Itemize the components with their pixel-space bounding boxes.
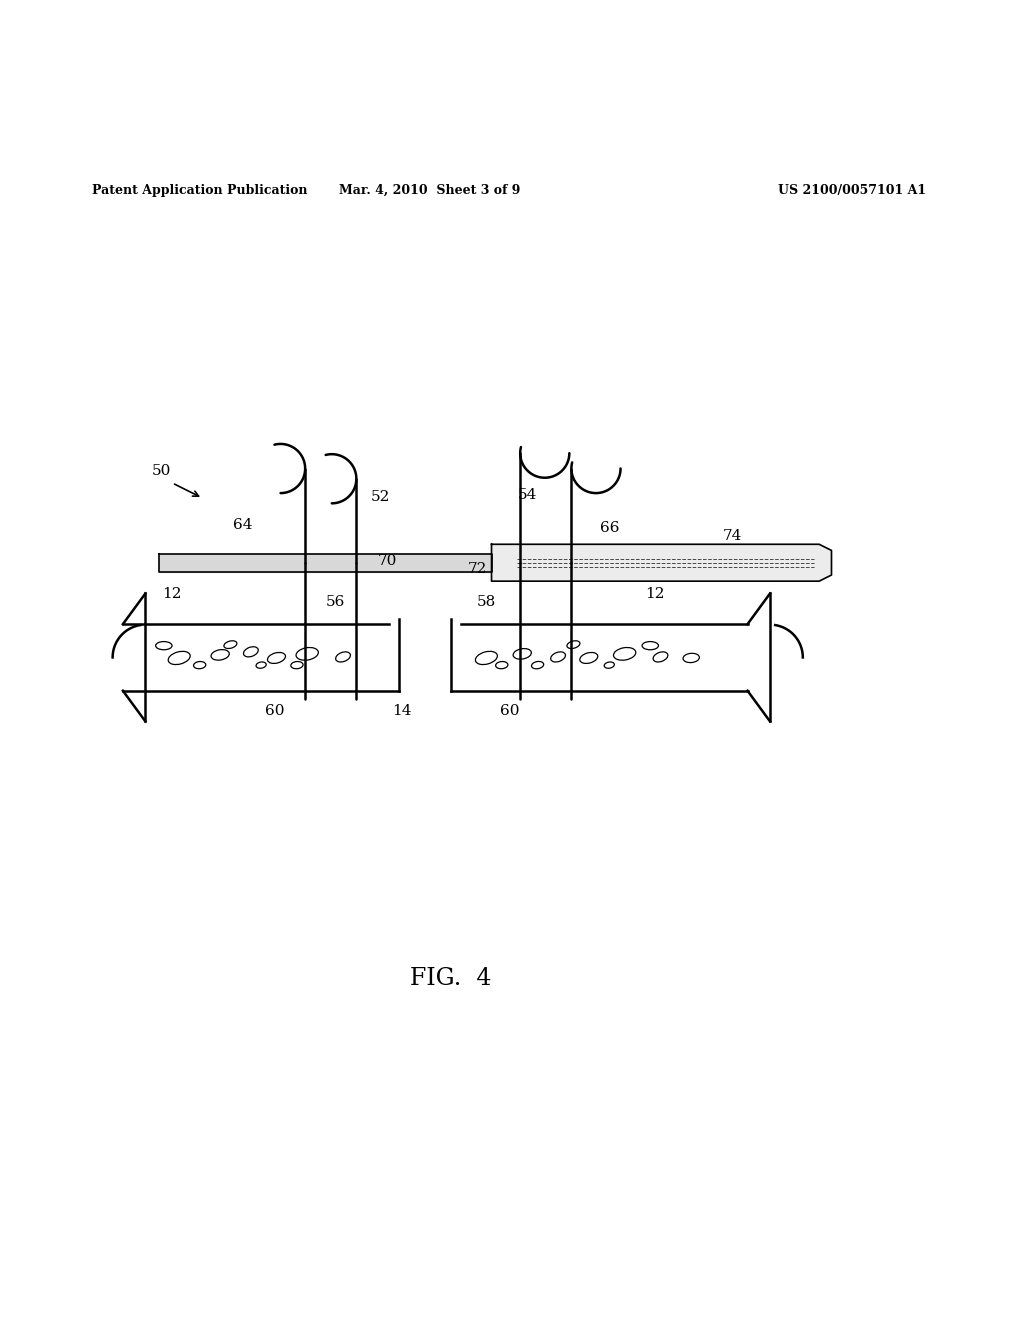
Text: 74: 74: [723, 529, 741, 544]
Text: 50: 50: [153, 463, 171, 478]
Text: Mar. 4, 2010  Sheet 3 of 9: Mar. 4, 2010 Sheet 3 of 9: [339, 183, 521, 197]
Text: 52: 52: [372, 490, 390, 504]
Text: 60: 60: [500, 705, 520, 718]
Text: Patent Application Publication: Patent Application Publication: [92, 183, 307, 197]
Polygon shape: [159, 553, 492, 572]
Text: 70: 70: [378, 554, 396, 568]
Text: 54: 54: [518, 488, 537, 503]
Text: 12: 12: [645, 586, 666, 601]
Text: 66: 66: [599, 521, 620, 535]
Text: US 2100/0057101 A1: US 2100/0057101 A1: [778, 183, 927, 197]
Text: 14: 14: [391, 705, 412, 718]
Text: FIG.  4: FIG. 4: [410, 966, 492, 990]
Text: 58: 58: [477, 595, 496, 609]
Text: 72: 72: [468, 562, 486, 576]
Text: 64: 64: [232, 517, 253, 532]
Polygon shape: [492, 544, 831, 581]
Text: 60: 60: [264, 705, 285, 718]
Text: 56: 56: [327, 595, 345, 609]
Text: 12: 12: [162, 586, 182, 601]
